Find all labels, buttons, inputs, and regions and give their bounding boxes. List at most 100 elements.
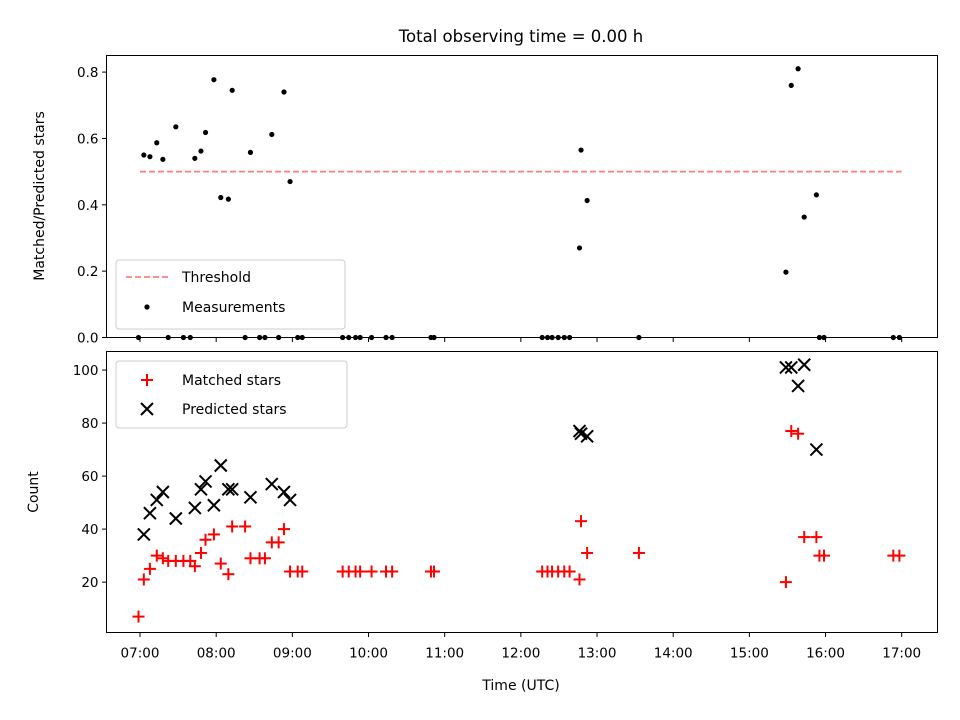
measurement-point [578, 147, 584, 153]
x-tick-label: 12:00 [501, 646, 540, 662]
legend-matched-label: Matched stars [182, 373, 281, 389]
predicted-point [194, 482, 208, 497]
y-tick-label: 100 [73, 363, 99, 379]
x-tick-label: 15:00 [730, 646, 769, 662]
matched-point [199, 533, 212, 546]
predicted-point [809, 442, 824, 457]
top-legend: Threshold Measurements [115, 259, 346, 330]
matched-point [779, 576, 792, 589]
x-tick-label: 14:00 [654, 646, 693, 662]
predicted-point [283, 493, 297, 507]
y-tick-label: 80 [81, 416, 98, 432]
predicted-point-b [188, 501, 202, 515]
bottom-axes: 20 40 60 80 100 07:00 08:00 09:00 10:00 11:00 12:0… [73, 358, 921, 662]
measurement-point [247, 149, 254, 155]
predicted-point [243, 490, 258, 505]
measurement-point [154, 140, 160, 146]
measurement-point [788, 82, 794, 88]
measurement-point [801, 214, 807, 220]
matched-point [573, 573, 586, 586]
x-tick-label: 17:00 [882, 646, 921, 662]
predicted-point [143, 506, 157, 520]
matched-point [818, 549, 831, 562]
predicted-point-b [283, 493, 297, 507]
top-axes-frame [106, 55, 938, 338]
predicted-point-b [198, 474, 213, 489]
chart-title: Total observing time = 0.00 h [398, 27, 643, 46]
bottom-axes-frame [106, 351, 938, 633]
matched-point [798, 531, 811, 544]
predicted-point-b [225, 482, 239, 497]
y-tick-label: 0.2 [77, 264, 98, 280]
predicted-point [221, 482, 236, 497]
y-tick-label: 0.0 [77, 331, 98, 347]
matched-point [277, 523, 290, 536]
matched-point [632, 546, 645, 559]
matched-point [132, 610, 145, 623]
predicted-point-b [194, 482, 208, 497]
predicted-point-b [243, 490, 258, 505]
predicted-point [198, 474, 213, 489]
matched-point [563, 565, 576, 578]
predicted-point [188, 501, 202, 515]
top-legend-box [115, 259, 346, 330]
top-y-axis-label: Matched/Predicted stars [32, 111, 48, 281]
predicted-point [137, 527, 151, 542]
matched-point [296, 565, 309, 578]
predicted-point [797, 358, 811, 372]
matched-point [581, 546, 594, 559]
predicted-point [169, 511, 183, 526]
x-tick-label: 08:00 [197, 646, 236, 662]
measurement-point [269, 131, 275, 138]
predicted-point-b [221, 482, 236, 497]
matched-point [785, 425, 798, 438]
predicted-point [156, 485, 170, 499]
matched-point [575, 515, 588, 528]
measurement-point [584, 197, 590, 204]
predicted-point-b [809, 442, 824, 457]
measurement-point [192, 155, 198, 161]
x-tick-label: 10:00 [349, 646, 388, 662]
y-tick-label: 60 [81, 469, 98, 485]
matched-point [810, 531, 823, 544]
x-axis-label: Time (UTC) [481, 678, 559, 694]
predicted-point-b [150, 493, 164, 507]
predicted-point-b [574, 426, 588, 441]
bottom-legend: Matched stars Predicted stars [115, 360, 348, 429]
measurement-point [229, 87, 235, 93]
matched-point [156, 552, 169, 565]
predicted-point-b [169, 511, 183, 526]
predicted-point-b [137, 527, 151, 542]
matched-point [214, 557, 227, 570]
predicted-point-b [580, 429, 594, 444]
measurement-point [141, 152, 147, 158]
predicted-point [779, 360, 793, 375]
legend-matched-swatch [141, 374, 153, 386]
matched-point [207, 528, 220, 541]
measurement-point [218, 194, 224, 201]
matched-point [354, 565, 367, 578]
predicted-point-b [797, 358, 811, 372]
measurement-point [211, 77, 217, 83]
matched-point [137, 573, 150, 586]
y-tick-label: 0.6 [77, 131, 98, 147]
legend-predicted-swatch [140, 402, 154, 416]
matched-point [239, 520, 252, 533]
predicted-point [207, 498, 221, 512]
predicted-point-b [156, 485, 170, 499]
predicted-point [225, 482, 239, 497]
measurement-point [225, 196, 231, 202]
predicted-point [277, 485, 291, 499]
matched-point [365, 565, 378, 578]
bottom-legend-box [115, 360, 348, 429]
y-tick-label: 0.4 [77, 198, 98, 214]
predicted-point [791, 379, 805, 393]
predicted-point-b [779, 360, 793, 375]
predicted-point-b [784, 360, 798, 375]
matched-point [792, 427, 805, 440]
legend-measurements-label: Measurements [182, 300, 285, 316]
matched-point [272, 536, 285, 549]
measurement-point [287, 178, 293, 185]
predicted-point-b [143, 506, 157, 520]
